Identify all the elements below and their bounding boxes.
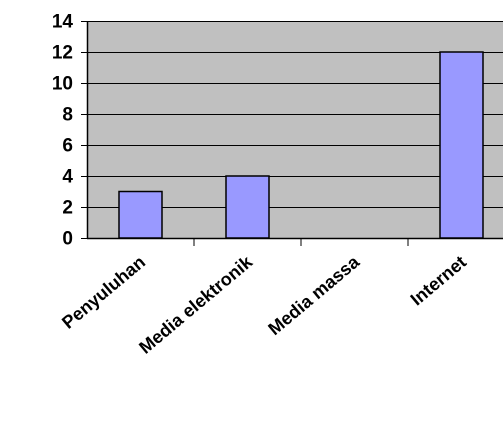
y-tick-label: 4 xyxy=(62,167,73,188)
y-tick-label: 2 xyxy=(62,198,73,219)
y-tick-label: 14 xyxy=(52,12,74,33)
y-tick-label: 0 xyxy=(62,229,73,250)
y-tick-label: 6 xyxy=(62,136,73,157)
x-category-label: Penyuluhan xyxy=(58,252,149,333)
y-axis: 0 2 4 6 8 10 12 14 xyxy=(52,12,89,250)
x-category-label: Media elektronik xyxy=(135,251,257,358)
y-tick-label: 10 xyxy=(52,74,73,95)
x-category-label: Internet xyxy=(407,252,470,310)
x-category-label: Media massa xyxy=(264,251,363,339)
bar-penyuluhan xyxy=(118,190,163,239)
bar-media-elektronik xyxy=(225,175,270,239)
y-tick-label: 8 xyxy=(62,105,73,126)
y-tick-label: 12 xyxy=(52,43,73,64)
bar-internet xyxy=(439,51,484,239)
